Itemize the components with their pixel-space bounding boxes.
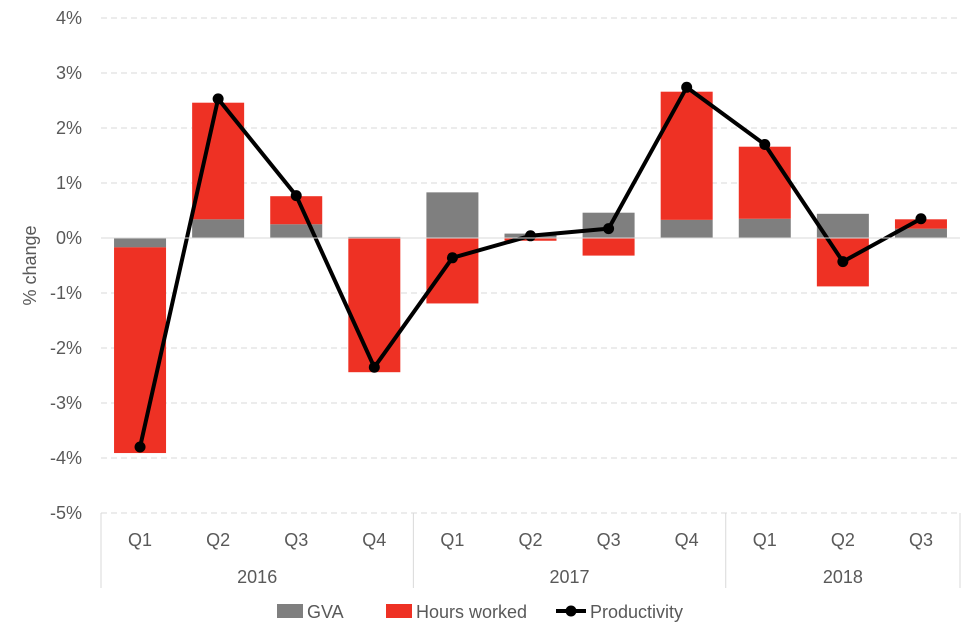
bar-hours-worked [738, 146, 791, 219]
y-tick-label: 4% [56, 8, 82, 28]
x-tick-label: Q3 [909, 530, 933, 550]
y-tick-label: -3% [50, 393, 82, 413]
legend: GVA Hours worked Productivity [277, 602, 683, 622]
legend-marker-productivity [565, 605, 577, 617]
gridlines [101, 17, 960, 514]
bar-hours-worked [426, 238, 479, 304]
y-tick-label: 3% [56, 63, 82, 83]
x-tick-label: Q4 [675, 530, 699, 550]
point-productivity [212, 93, 224, 105]
line-productivity [138, 85, 922, 448]
bar-gva [348, 236, 401, 238]
bars [114, 91, 947, 454]
point-productivity [290, 190, 302, 202]
bar-gva [894, 228, 947, 238]
y-tick-label: -1% [50, 283, 82, 303]
y-tick-label: 0% [56, 228, 82, 248]
legend-label-gva: GVA [307, 602, 344, 622]
x-tick-label: Q3 [284, 530, 308, 550]
point-productivity [603, 223, 615, 235]
legend-swatch-gva [277, 604, 303, 618]
x-tick-label: Q2 [831, 530, 855, 550]
x-tick-label: Q2 [206, 530, 230, 550]
y-tick-label: -2% [50, 338, 82, 358]
bar-hours-worked [660, 91, 713, 220]
y-axis-title: % change [20, 225, 40, 305]
x-tick-label: Q1 [440, 530, 464, 550]
point-productivity [446, 252, 458, 264]
bar-hours-worked [582, 238, 635, 256]
bar-gva [660, 219, 713, 238]
bar-gva [426, 192, 479, 238]
point-productivity [525, 230, 536, 242]
legend-label-hours-worked: Hours worked [416, 602, 527, 622]
x-tick-label: Q1 [753, 530, 777, 550]
bar-gva [114, 238, 167, 248]
bar-hours-worked [348, 238, 401, 373]
bar-gva [192, 219, 245, 238]
y-tick-label: -4% [50, 448, 82, 468]
x-tick-label: Q3 [597, 530, 621, 550]
bar-gva [738, 218, 791, 238]
x-group-label: 2016 [237, 567, 277, 587]
point-productivity [759, 139, 771, 150]
y-tick-label: -5% [50, 503, 82, 523]
y-tick-label: 2% [56, 118, 82, 138]
bar-hours-worked [114, 247, 167, 454]
x-group-label: 2017 [550, 567, 590, 587]
point-productivity [368, 361, 380, 373]
x-tick-label: Q2 [518, 530, 542, 550]
productivity-line [134, 81, 927, 453]
point-productivity [134, 441, 146, 453]
legend-label-productivity: Productivity [590, 602, 683, 622]
axes: 4% 3% 2% 1% 0% -1% -2% -3% -4% -5% Q1 Q2 Q3 Q4 Q1 Q2 Q3 Q… [50, 8, 961, 588]
point-productivity [681, 81, 693, 93]
x-tick-label: Q4 [362, 530, 386, 550]
x-tick-label: Q1 [128, 530, 152, 550]
point-productivity [915, 213, 927, 225]
legend-swatch-hours-worked [386, 604, 412, 618]
x-group-label: 2018 [823, 567, 863, 587]
y-tick-label: 1% [56, 173, 82, 193]
point-productivity [837, 256, 849, 268]
